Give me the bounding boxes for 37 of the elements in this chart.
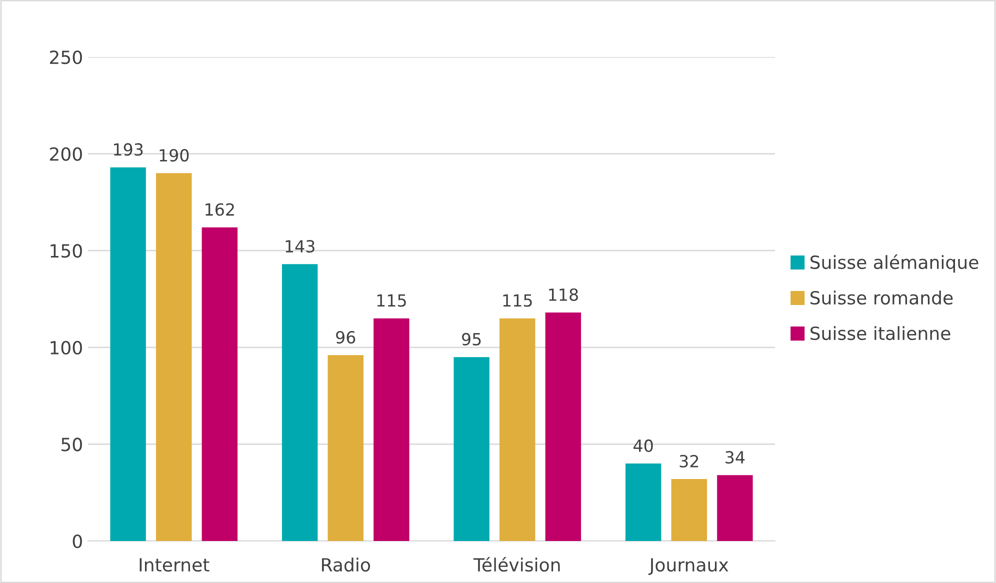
y-tick-label: 150 bbox=[50, 244, 82, 258]
bar bbox=[454, 357, 490, 541]
data-label: 95 bbox=[462, 332, 481, 346]
bar bbox=[717, 475, 753, 541]
bar bbox=[500, 318, 536, 541]
y-tick-label: 0 bbox=[72, 534, 82, 548]
bar bbox=[374, 318, 410, 541]
y-tick-label: 250 bbox=[50, 50, 82, 64]
x-tick-label: Journaux bbox=[648, 558, 728, 575]
data-label: 118 bbox=[549, 288, 578, 301]
x-tick-label: Internet bbox=[140, 558, 210, 572]
data-label: 143 bbox=[286, 240, 314, 253]
bar bbox=[671, 479, 707, 541]
data-label: 115 bbox=[503, 294, 532, 307]
bar bbox=[545, 312, 582, 541]
data-label: 34 bbox=[726, 451, 745, 464]
data-label: 40 bbox=[634, 439, 653, 452]
data-label: 162 bbox=[206, 203, 234, 216]
legend-label: Suisse romande bbox=[810, 290, 953, 305]
bar bbox=[282, 264, 318, 541]
y-tick-label: 200 bbox=[50, 147, 82, 161]
data-label: 115 bbox=[377, 294, 406, 307]
bar bbox=[202, 227, 238, 541]
legend-label: Suisse alémanique bbox=[810, 254, 978, 273]
x-tick-label: Télévision bbox=[473, 556, 560, 572]
y-tick-label: 50 bbox=[62, 438, 82, 452]
x-tick-label: Radio bbox=[322, 558, 370, 572]
y-tick-label: 100 bbox=[50, 340, 82, 355]
bar bbox=[156, 173, 192, 541]
data-label: 190 bbox=[160, 148, 189, 162]
data-label: 96 bbox=[336, 330, 356, 344]
bar bbox=[328, 355, 364, 541]
data-label: 193 bbox=[114, 143, 143, 156]
legend-label: Suisse italienne bbox=[810, 326, 950, 340]
data-label: 32 bbox=[680, 454, 698, 468]
bar bbox=[110, 167, 146, 541]
bar bbox=[625, 464, 662, 541]
